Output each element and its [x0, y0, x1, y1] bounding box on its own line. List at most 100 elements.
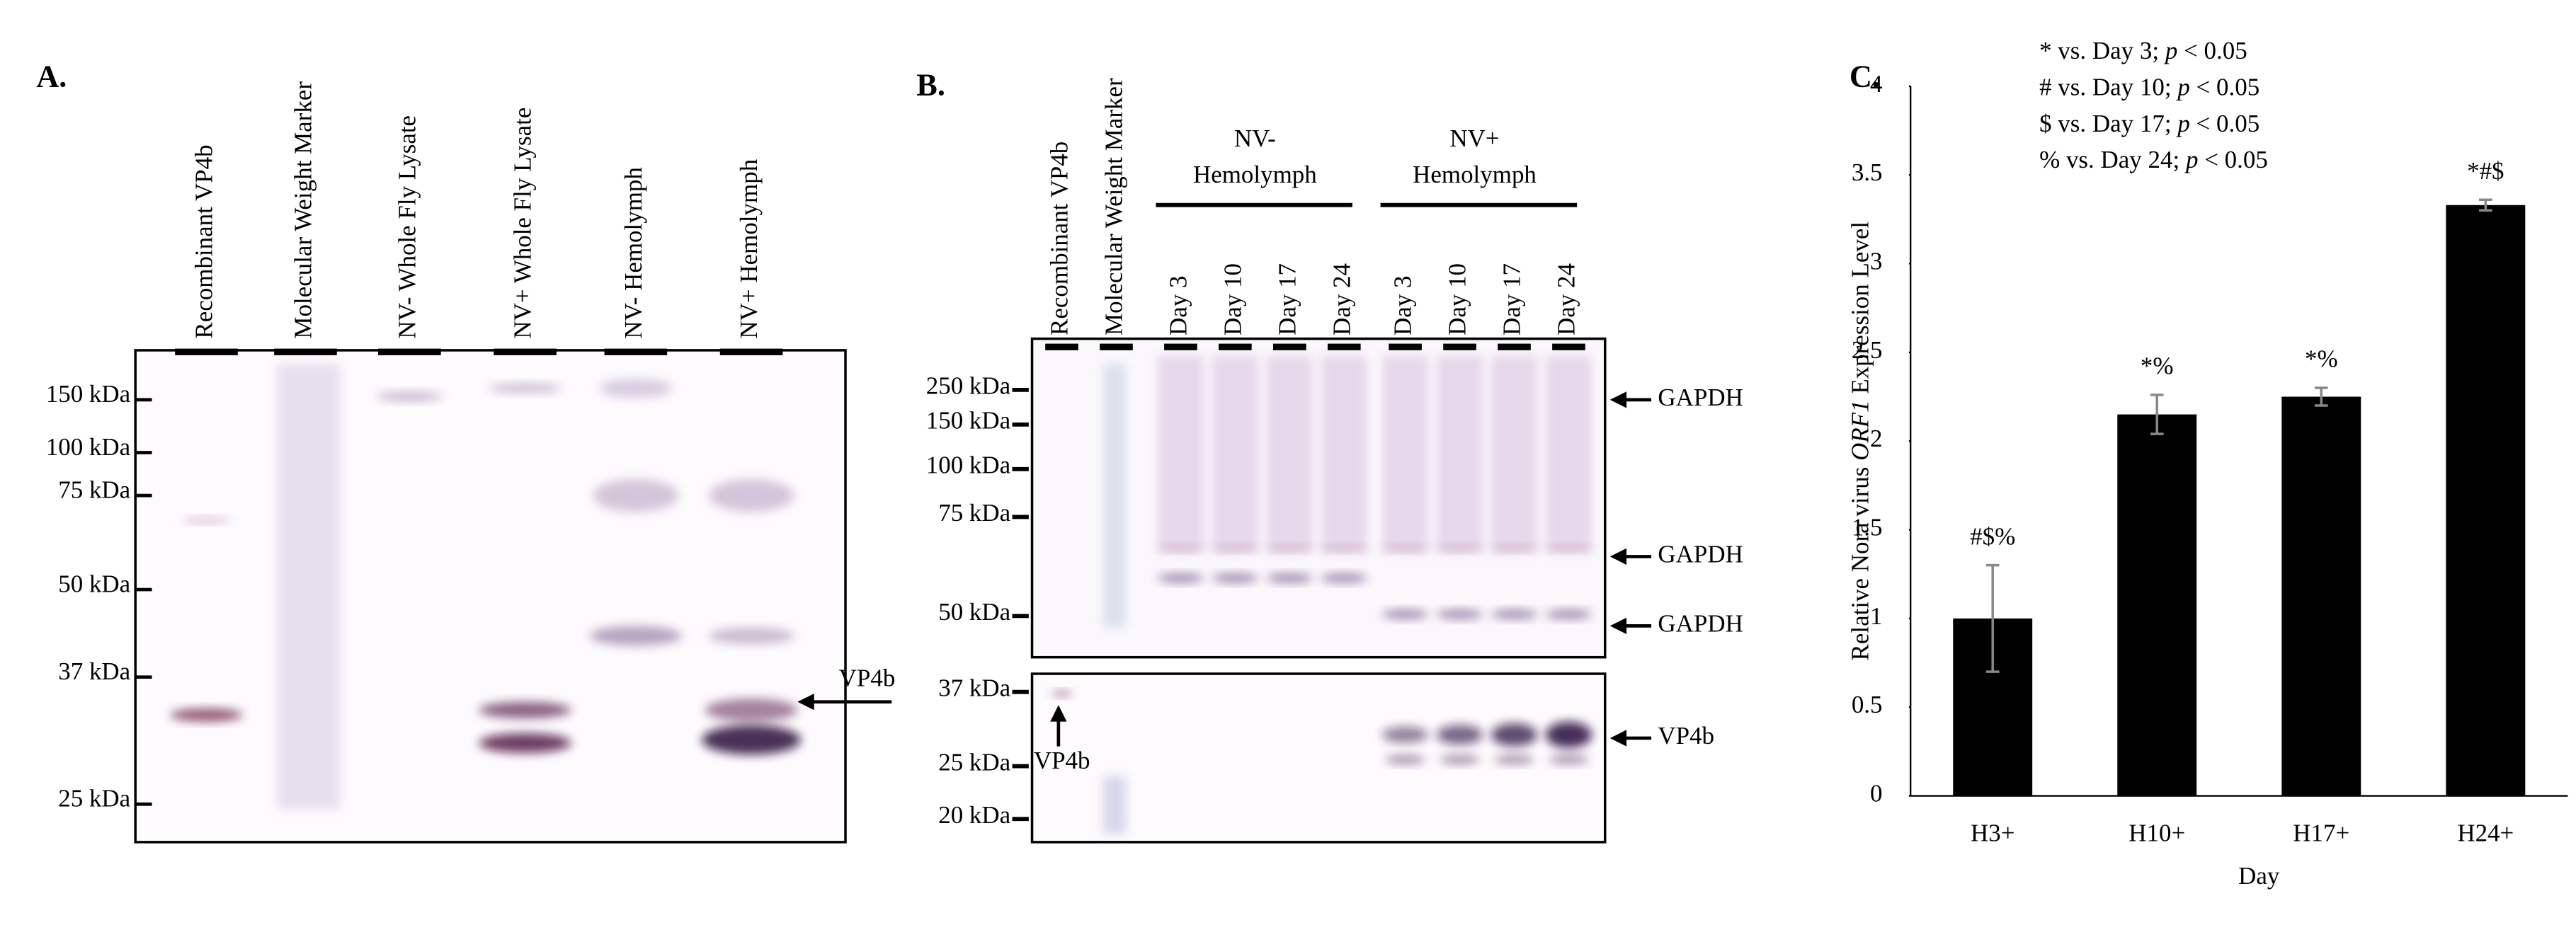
lane-label: Molecular Weight Marker [289, 81, 317, 339]
lane-label: Day 24 [1328, 263, 1355, 335]
x-axis-label: Day [2238, 862, 2280, 890]
group-label: Hemolymph [1193, 161, 1317, 188]
y-tick-label: 2.5 [1852, 336, 1883, 364]
lane-bar [274, 348, 337, 355]
error-bar [1985, 563, 2000, 673]
marker-label: 50 kDa [938, 598, 1010, 626]
y-tick-label: 1.5 [1852, 514, 1883, 541]
y-tick-label: 3 [1870, 248, 1882, 275]
y-label-part: Relative Nora virus [1847, 461, 1874, 661]
note: # vs. Day 10; p < 0.05 [2039, 73, 2259, 100]
note-part: p [2175, 110, 2189, 137]
lane-smear [1491, 355, 1538, 553]
blot-band [1545, 721, 1592, 748]
marker-smear [1102, 776, 1127, 834]
lane-bar [719, 348, 783, 355]
arrow-label: VP4b [839, 664, 896, 691]
blot-band [1157, 573, 1204, 583]
lane-bar [1045, 343, 1078, 350]
note-part: < 0.05 [2190, 110, 2259, 137]
lane-label: Molecular Weight Marker [1100, 78, 1127, 335]
bar-annotation: #$% [1970, 522, 2015, 550]
blot-band [1545, 545, 1592, 552]
blot-band [1266, 545, 1313, 552]
lane-smear [1157, 355, 1204, 553]
lane-smear [1321, 355, 1367, 553]
lane-label: NV- Hemolymph [620, 167, 647, 339]
y-tick-label: 0 [1870, 780, 1882, 808]
lane-bar [1164, 343, 1197, 350]
marker-label: 50 kDa [58, 570, 130, 597]
lane-smear [1381, 355, 1429, 553]
blot-band [1494, 754, 1534, 765]
blot-band [1436, 609, 1483, 620]
blot-band [1212, 545, 1259, 552]
arrow-head [1609, 730, 1627, 747]
error-bar [2150, 393, 2164, 435]
blot-band [1491, 609, 1538, 620]
marker-label: 25 kDa [58, 785, 130, 812]
lane-label: Recombinant VP4b [1046, 142, 1073, 335]
y-tick-label: 2 [1870, 425, 1882, 452]
blot-band [1491, 545, 1538, 552]
arrow-label: GAPDH [1658, 540, 1743, 568]
panel-label: C. [1850, 59, 1880, 94]
note-part: < 0.05 [2190, 73, 2259, 100]
y-tick-label: 4 [1870, 70, 1882, 98]
blot-band [489, 383, 562, 393]
marker-label: 75 kDa [58, 476, 130, 504]
blot-band [479, 732, 571, 753]
lane-label: Day 17 [1498, 263, 1526, 335]
lane-bar [494, 348, 557, 355]
bar [2117, 414, 2197, 796]
blot-band [479, 701, 571, 718]
bar-annotation: *#$ [2467, 157, 2504, 185]
blot-band [593, 478, 679, 512]
lane-label: NV+ Whole Fly Lysate [509, 108, 537, 339]
marker-label: 100 kDa [926, 452, 1011, 479]
note: $ vs. Day 17; p < 0.05 [2039, 110, 2259, 137]
y-label-part: ORF1 [1847, 400, 1874, 460]
blot [134, 349, 847, 844]
lane-bar [1219, 343, 1252, 350]
marker-label: 250 kDa [926, 372, 1011, 400]
note-part: # vs. Day 10; [2039, 73, 2177, 100]
note-part: < 0.05 [2198, 146, 2267, 173]
lane-label: Day 10 [1444, 263, 1471, 335]
lane-label: Recombinant VP4b [190, 144, 218, 338]
group-label: Hemolymph [1413, 161, 1537, 188]
marker-smear [277, 363, 341, 810]
blot-band [181, 517, 232, 524]
note-part: p [2184, 146, 2198, 173]
note-part: p [2175, 73, 2189, 100]
blot-band [1436, 725, 1483, 745]
marker-label: 20 kDa [938, 801, 1010, 829]
arrow-head [797, 693, 814, 711]
lane-bar [1389, 343, 1422, 350]
marker-label: 37 kDa [58, 657, 130, 685]
y-tick-label: 3.5 [1852, 159, 1883, 186]
lane-label: Day 3 [1164, 275, 1192, 335]
blot-band [1385, 754, 1425, 765]
bar [2446, 205, 2526, 796]
blot-band [1212, 573, 1259, 583]
error-bar [2478, 198, 2492, 212]
lane-bar [1552, 343, 1585, 350]
lane-bar [378, 348, 441, 355]
y-tick-label: 0.5 [1852, 691, 1883, 718]
marker-smear [1102, 363, 1127, 628]
marker-label: 100 kDa [46, 433, 131, 461]
lane-bar [1443, 343, 1476, 350]
blot-band [376, 391, 443, 402]
lane-label: NV- Whole Fly Lysate [393, 115, 421, 339]
marker-label: 37 kDa [938, 674, 1010, 701]
y-axis-label: Relative Nora virus ORF1 Expression Leve… [1847, 222, 1874, 661]
panel-label: A. [36, 59, 67, 94]
panel-label: B. [916, 67, 945, 102]
note-part: < 0.05 [2177, 37, 2247, 64]
lane-smear [1212, 355, 1259, 553]
blot-band [1381, 726, 1429, 743]
note-part: $ vs. Day 17; [2039, 110, 2177, 137]
